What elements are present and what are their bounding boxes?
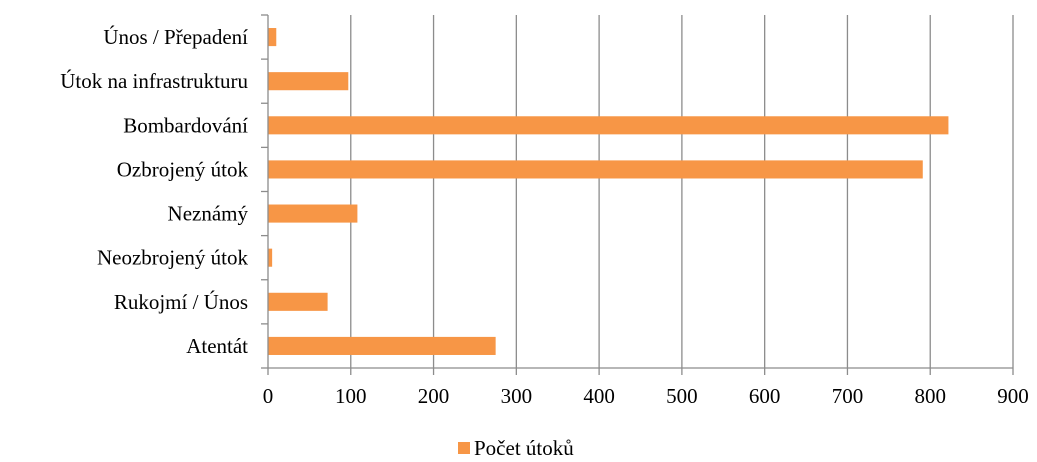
axes <box>261 14 1014 375</box>
legend-swatch <box>458 442 470 454</box>
category-label-6: Rukojmí / Únos <box>114 290 248 314</box>
x-tick-label-300: 300 <box>501 384 533 408</box>
category-label-5: Neozbrojený útok <box>97 246 249 270</box>
bar-1 <box>268 72 349 91</box>
x-tick-label-900: 900 <box>997 384 1029 408</box>
legend: Počet útoků <box>458 436 574 460</box>
bars <box>268 28 949 355</box>
legend-label: Počet útoků <box>474 436 574 460</box>
category-label-0: Únos / Přepadení <box>103 25 248 49</box>
category-label-3: Ozbrojený útok <box>117 157 249 181</box>
x-tick-label-800: 800 <box>914 384 946 408</box>
bar-7 <box>268 336 496 355</box>
bar-4 <box>268 204 358 223</box>
x-tick-label-700: 700 <box>832 384 864 408</box>
x-tick-label-600: 600 <box>749 384 781 408</box>
bar-5 <box>268 248 273 267</box>
bar-6 <box>268 292 328 311</box>
category-label-4: Neznámý <box>168 202 249 226</box>
bar-3 <box>268 160 923 179</box>
bar-0 <box>268 28 277 47</box>
category-label-7: Atentát <box>186 334 248 358</box>
x-tick-label-500: 500 <box>666 384 698 408</box>
x-tick-label-400: 400 <box>583 384 615 408</box>
bar-2 <box>268 116 949 135</box>
category-label-1: Útok na infrastrukturu <box>60 69 248 93</box>
x-tick-label-200: 200 <box>418 384 450 408</box>
x-tick-label-100: 100 <box>335 384 367 408</box>
grid-lines <box>350 15 1014 368</box>
x-tick-labels: 0 100 200 300 400 500 600 700 800 900 <box>263 384 1029 408</box>
category-labels: Únos / Přepadení Útok na infrastrukturu Bo… <box>60 25 248 358</box>
category-label-2: Bombardování <box>123 113 248 137</box>
x-tick-label-0: 0 <box>263 384 274 408</box>
